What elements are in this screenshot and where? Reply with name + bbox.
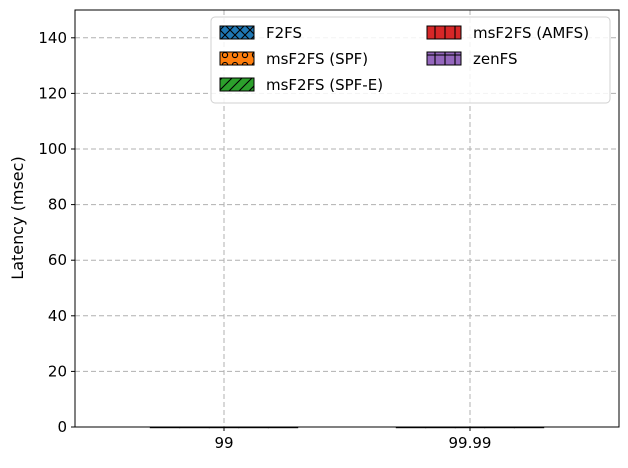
plot-frame	[74, 9, 620, 428]
legend-label: msF2FS (SPF-E)	[266, 76, 383, 94]
legend-box	[210, 16, 611, 104]
x-tick-label: 99.99	[449, 434, 492, 452]
legend-swatch	[219, 77, 255, 92]
legend-swatch	[219, 51, 255, 66]
y-tick-label: 40	[48, 307, 67, 325]
legend-swatch	[426, 51, 462, 66]
legend-swatch	[219, 25, 255, 40]
legend: F2FS msF2FS (SPF) msF2FS (SPF-E) msF2FS (AM…	[210, 16, 611, 104]
y-tick-label: 100	[38, 140, 67, 158]
legend-label: zenFS	[473, 50, 518, 68]
y-tick-label: 20	[48, 362, 67, 380]
x-tick-label: 99	[214, 434, 233, 452]
y-tick-label: 0	[57, 418, 67, 436]
x-axis: 99 99.99	[214, 427, 491, 452]
y-tick-label: 140	[38, 29, 67, 47]
legend-label: msF2FS (AMFS)	[473, 24, 589, 42]
y-tick-label: 80	[48, 196, 67, 214]
legend-swatch	[426, 25, 462, 40]
legend-label: msF2FS (SPF)	[266, 50, 368, 68]
y-axis: 0 20 40 60 80 100 120 140	[38, 29, 75, 436]
legend-label: F2FS	[266, 24, 302, 42]
y-axis-label: Latency (msec)	[8, 156, 27, 279]
y-tick-label: 120	[38, 84, 67, 102]
y-tick-label: 60	[48, 251, 67, 269]
